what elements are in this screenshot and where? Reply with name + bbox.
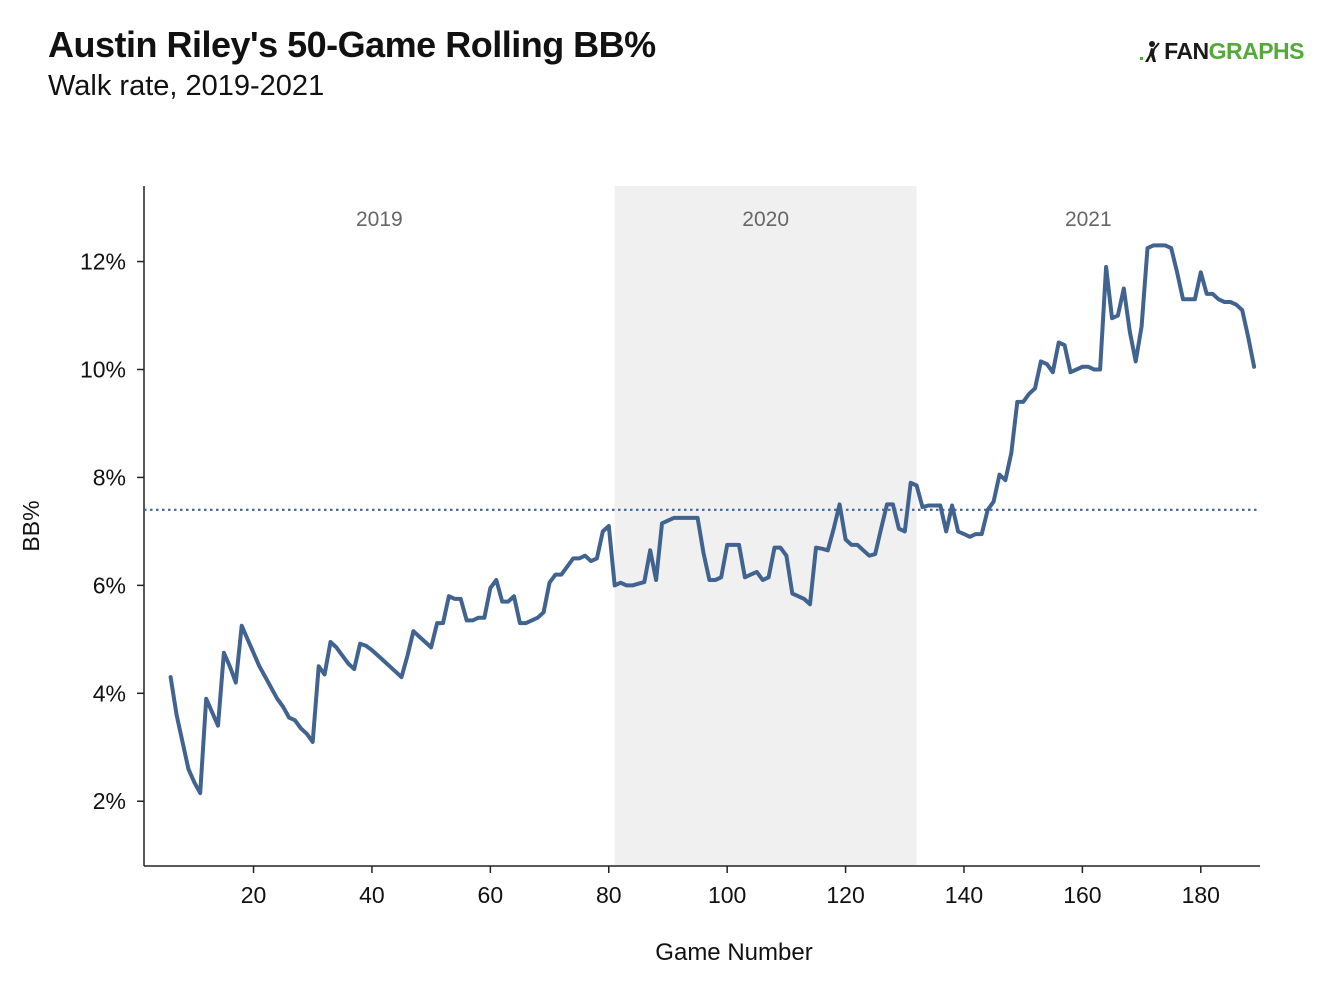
x-tick-label: 60 xyxy=(478,882,504,908)
x-tick-label: 40 xyxy=(359,882,385,908)
season-bands: 2019 2020 2021 xyxy=(356,186,1112,866)
x-tick-label: 160 xyxy=(1063,882,1101,908)
y-tick-label: 2% xyxy=(93,788,126,814)
series-layer xyxy=(168,243,1257,796)
y-axis-label: BB% xyxy=(18,500,44,551)
x-tick-label: 100 xyxy=(708,882,746,908)
y-tick-label: 10% xyxy=(80,356,126,382)
season-label-2020: 2020 xyxy=(742,208,789,231)
logo-text-fan: FAN xyxy=(1164,38,1209,64)
bb-rate-series-line xyxy=(168,243,1257,796)
y-tick-label: 12% xyxy=(80,249,126,275)
x-tick-label: 120 xyxy=(826,882,864,908)
y-tick-label: 4% xyxy=(93,680,126,706)
x-tick-label: 180 xyxy=(1182,882,1220,908)
fangraphs-logo: FAN GRAPHS xyxy=(1140,38,1305,65)
x-axis-label: Game Number xyxy=(655,939,812,966)
y-tick-label: 8% xyxy=(93,464,126,490)
x-tick-label: 20 xyxy=(241,882,267,908)
chart-subtitle: Walk rate, 2019-2021 xyxy=(48,70,325,102)
x-tick-label: 140 xyxy=(945,882,983,908)
season-label-2021: 2021 xyxy=(1065,208,1112,231)
chart-title: Austin Riley's 50-Game Rolling BB% xyxy=(48,24,656,65)
season-label-2019: 2019 xyxy=(356,208,403,231)
logo-text-graphs: GRAPHS xyxy=(1208,38,1305,64)
season-band-2020 xyxy=(614,186,917,866)
x-tick-label: 80 xyxy=(596,882,622,908)
axes: 20 40 60 80 100 120 140 160 180 2% 4% 6% 8% 10% 12% xyxy=(80,186,1260,908)
y-tick-label: 6% xyxy=(93,572,126,598)
fangraphs-player-icon xyxy=(1140,40,1160,62)
